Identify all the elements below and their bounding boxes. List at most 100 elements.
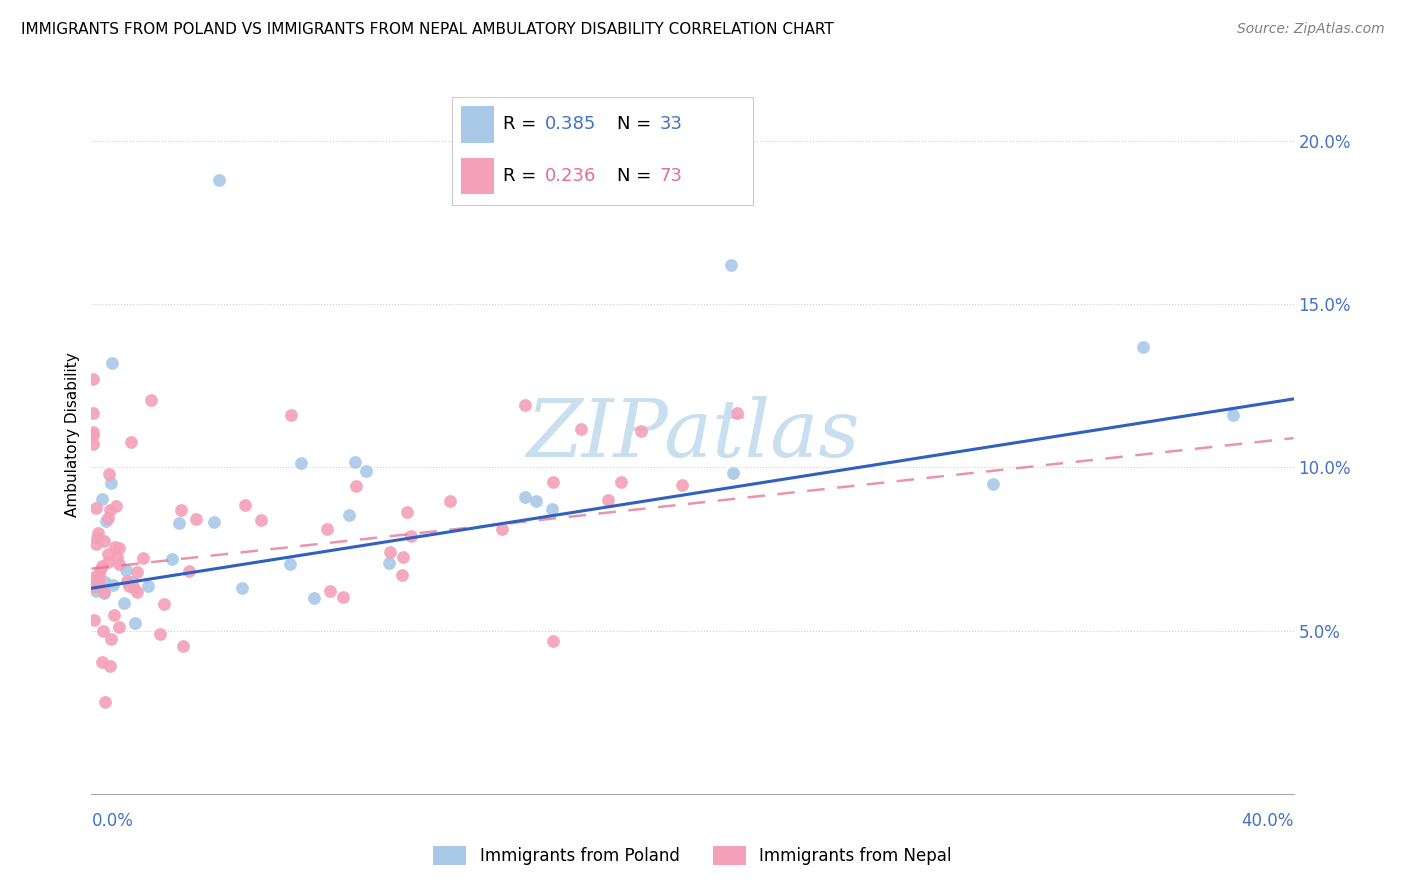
Point bbox=[439, 494, 461, 508]
Point bbox=[395, 505, 418, 519]
Point bbox=[401, 529, 423, 543]
Point bbox=[112, 596, 135, 610]
Point bbox=[337, 508, 360, 523]
Point bbox=[1132, 340, 1154, 354]
Point bbox=[344, 479, 367, 493]
Point bbox=[83, 570, 105, 584]
Point bbox=[139, 392, 162, 407]
Point bbox=[82, 436, 104, 450]
Point bbox=[630, 424, 652, 438]
Point bbox=[378, 557, 401, 571]
Point bbox=[177, 565, 200, 579]
Point bbox=[90, 492, 112, 507]
Point bbox=[208, 173, 231, 187]
Point bbox=[124, 615, 146, 630]
Point bbox=[82, 428, 104, 442]
Text: IMMIGRANTS FROM POLAND VS IMMIGRANTS FROM NEPAL AMBULATORY DISABILITY CORRELATIO: IMMIGRANTS FROM POLAND VS IMMIGRANTS FRO… bbox=[21, 22, 834, 37]
Point bbox=[378, 545, 401, 559]
Point bbox=[318, 584, 340, 599]
Point bbox=[543, 475, 565, 489]
Point bbox=[101, 578, 124, 592]
Point bbox=[125, 565, 148, 579]
Text: 40.0%: 40.0% bbox=[1241, 812, 1294, 830]
Point bbox=[105, 500, 128, 514]
Point bbox=[100, 476, 122, 491]
Point bbox=[86, 574, 108, 589]
Point bbox=[96, 514, 118, 528]
Point bbox=[83, 580, 105, 594]
Point bbox=[124, 581, 146, 595]
Point bbox=[125, 585, 148, 599]
Point bbox=[540, 502, 562, 516]
Point bbox=[101, 356, 124, 370]
Point bbox=[105, 550, 128, 565]
Point bbox=[160, 552, 183, 566]
Point bbox=[152, 597, 174, 611]
Point bbox=[82, 425, 104, 440]
Point bbox=[1222, 409, 1244, 423]
Point bbox=[524, 493, 547, 508]
Point bbox=[184, 512, 207, 526]
Point bbox=[392, 550, 415, 565]
Point bbox=[89, 568, 111, 582]
Point bbox=[98, 467, 121, 482]
Point bbox=[97, 547, 120, 561]
Point bbox=[720, 258, 742, 272]
Point bbox=[167, 516, 190, 530]
Point bbox=[249, 513, 271, 527]
Point bbox=[115, 563, 138, 577]
Point bbox=[98, 503, 121, 517]
Point bbox=[115, 574, 138, 589]
Point bbox=[87, 525, 110, 540]
Point bbox=[86, 531, 108, 545]
Point bbox=[91, 558, 114, 573]
Point bbox=[82, 406, 104, 420]
Point bbox=[332, 591, 354, 605]
Legend: Immigrants from Poland, Immigrants from Nepal: Immigrants from Poland, Immigrants from … bbox=[426, 839, 959, 871]
Text: Source: ZipAtlas.com: Source: ZipAtlas.com bbox=[1237, 22, 1385, 37]
Point bbox=[233, 499, 256, 513]
Point bbox=[491, 523, 513, 537]
Point bbox=[108, 558, 131, 572]
Point bbox=[132, 551, 155, 566]
Point bbox=[671, 478, 693, 492]
Point bbox=[725, 406, 748, 420]
Point bbox=[97, 555, 120, 569]
Point bbox=[721, 466, 744, 480]
Point bbox=[84, 501, 107, 516]
Y-axis label: Ambulatory Disability: Ambulatory Disability bbox=[65, 352, 80, 517]
Point bbox=[354, 464, 377, 478]
Point bbox=[87, 574, 110, 588]
Point bbox=[86, 583, 108, 598]
Point bbox=[280, 408, 302, 422]
Point bbox=[391, 567, 413, 582]
Point bbox=[569, 422, 592, 436]
Point bbox=[515, 490, 537, 504]
Point bbox=[84, 537, 107, 551]
Point bbox=[93, 586, 115, 600]
Point bbox=[278, 557, 301, 571]
Point bbox=[107, 620, 129, 634]
Point bbox=[98, 659, 121, 673]
Point bbox=[117, 579, 139, 593]
Point bbox=[91, 624, 114, 639]
Point bbox=[316, 522, 339, 536]
Point bbox=[100, 632, 122, 647]
Point bbox=[93, 533, 115, 548]
Point bbox=[93, 696, 115, 710]
Point bbox=[231, 581, 253, 595]
Text: 0.0%: 0.0% bbox=[91, 812, 134, 830]
Point bbox=[302, 591, 325, 606]
Point bbox=[136, 579, 159, 593]
Point bbox=[93, 584, 115, 599]
Point bbox=[610, 475, 633, 490]
Point bbox=[103, 541, 125, 555]
Point bbox=[90, 655, 112, 669]
Point bbox=[981, 477, 1004, 491]
Point bbox=[513, 398, 536, 412]
Point bbox=[290, 456, 312, 470]
Point bbox=[596, 493, 619, 508]
Point bbox=[172, 639, 194, 653]
Point bbox=[121, 574, 143, 589]
Point bbox=[344, 455, 367, 469]
